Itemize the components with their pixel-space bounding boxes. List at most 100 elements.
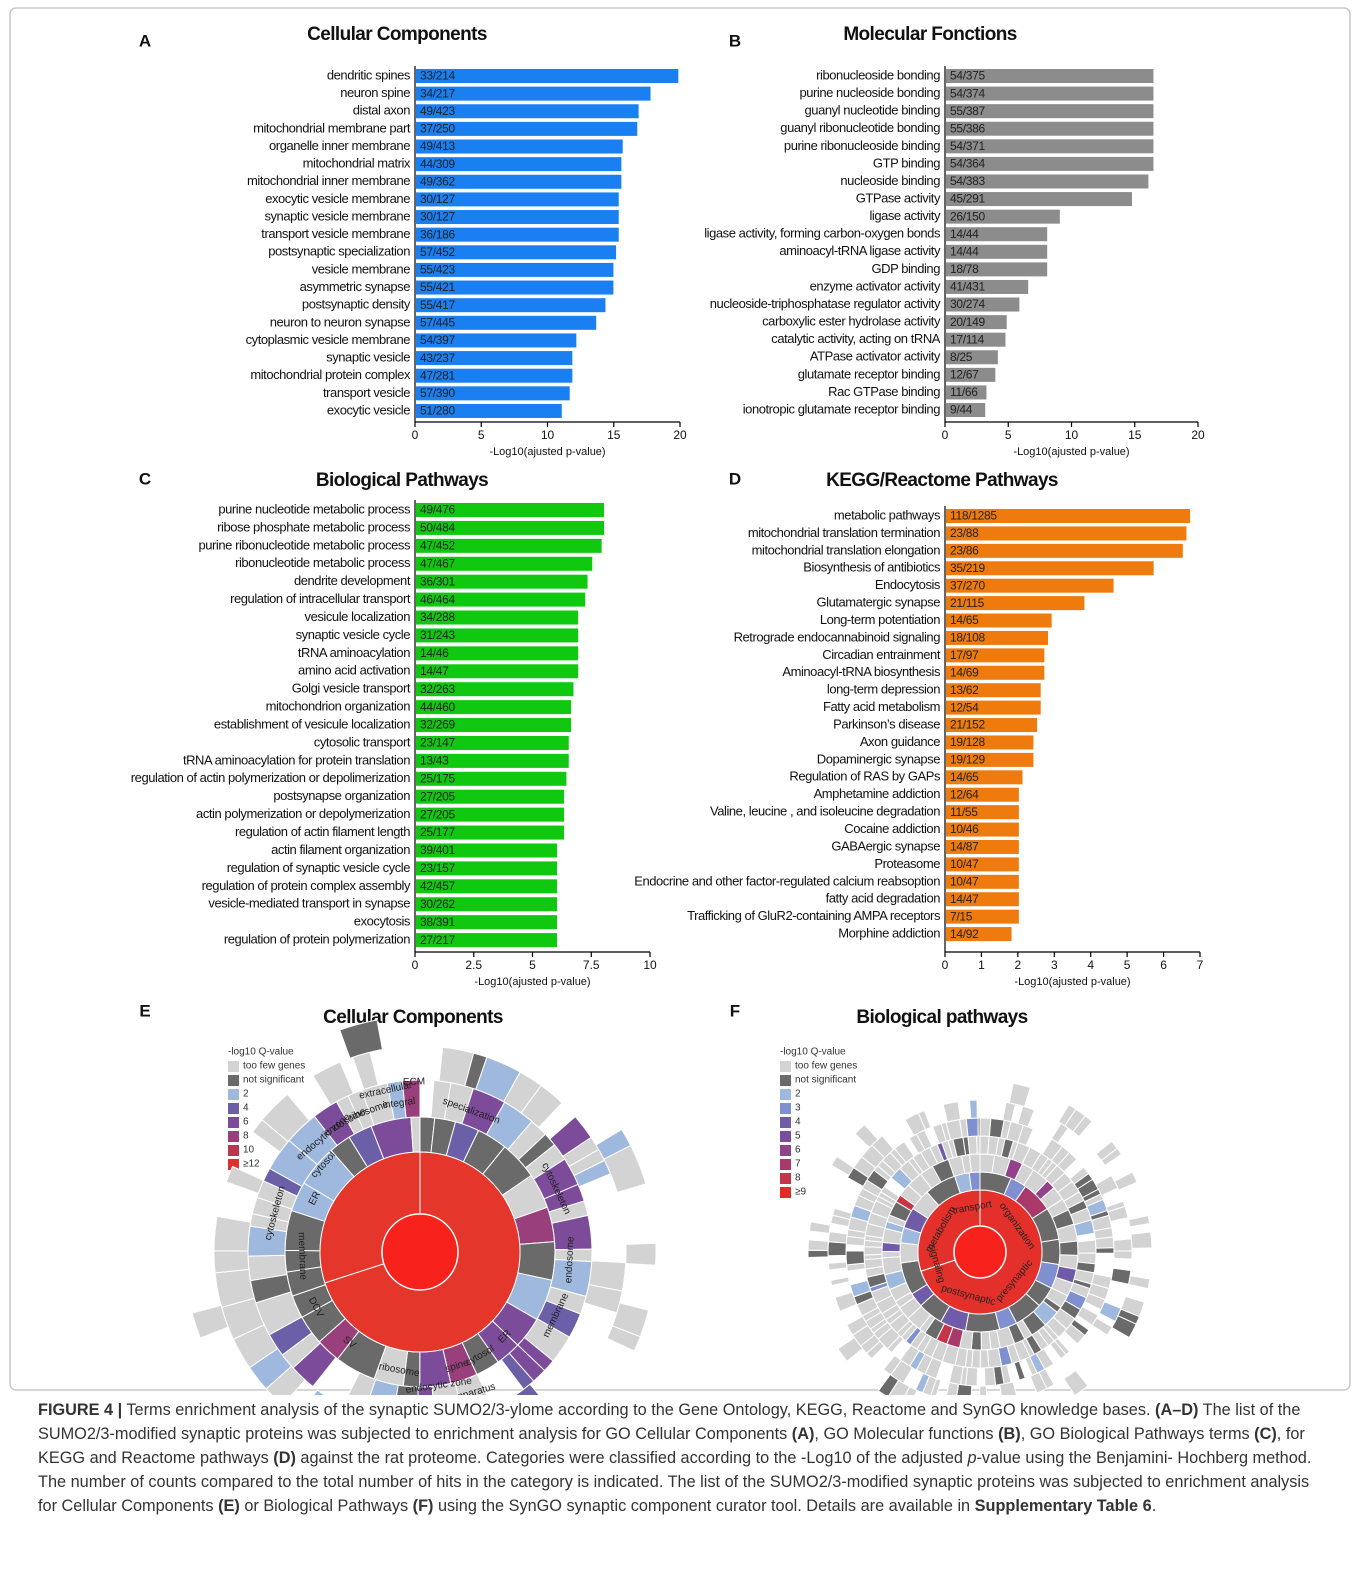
sunburst-segment [1094, 1236, 1115, 1249]
category-label: Proteasome [874, 856, 940, 871]
category-label: distal axon [353, 103, 410, 118]
x-tick-label: 2 [1015, 958, 1022, 972]
sunburst-segment [1113, 1171, 1138, 1191]
count-label: 46/464 [420, 592, 456, 606]
bar [416, 403, 562, 418]
count-label: 13/62 [950, 683, 979, 697]
bar [416, 298, 606, 313]
count-label: 57/445 [420, 315, 456, 329]
sunburst-segment [520, 1084, 563, 1129]
count-label: 19/128 [950, 735, 986, 749]
bar [416, 121, 638, 136]
sunburst-segment [312, 1061, 354, 1106]
sunburst-segment [606, 1325, 641, 1352]
sunburst-segment [1095, 1247, 1115, 1254]
bar [416, 245, 617, 260]
chart-title: Molecular Fonctions [843, 24, 1016, 45]
bar [946, 367, 996, 382]
bar [416, 227, 619, 242]
legend-swatch [780, 1159, 791, 1170]
legend-swatch [228, 1061, 239, 1072]
x-tick-label: 1 [978, 958, 985, 972]
category-label: GTPase activity [856, 190, 941, 205]
x-tick-label: 0 [942, 428, 949, 442]
legend-label: 4 [243, 1103, 249, 1114]
caption: FIGURE 4 | Terms enrichment analysis of … [38, 1398, 1328, 1518]
count-label: 44/309 [420, 157, 456, 171]
sunburst-segment [1091, 1317, 1113, 1336]
sunburst-segment [863, 1246, 883, 1256]
sunburst-segment [1076, 1239, 1097, 1254]
category-label: actin filament organization [271, 842, 410, 857]
bar [416, 825, 565, 840]
category-label: actin polymerization or depolymerization [196, 806, 410, 821]
count-label: 55/423 [420, 263, 456, 277]
bar [416, 538, 602, 553]
category-label: ionotropic glutamate receptor binding [743, 401, 940, 416]
sunburst-segment [1056, 1151, 1078, 1173]
count-label: 54/375 [950, 69, 986, 83]
category-label: mitochondrial membrane part [253, 120, 411, 135]
sunburst-segment [1110, 1267, 1132, 1285]
count-label: 23/147 [420, 736, 456, 750]
caption-text: FIGURE 4 | [38, 1401, 123, 1419]
caption-text: (D) [273, 1449, 296, 1467]
category-label: glutamate receptor binding [798, 366, 940, 381]
bar [416, 368, 573, 383]
count-label: 54/374 [950, 86, 986, 100]
category-label: regulation of protein complex assembly [202, 878, 411, 893]
category-label: GABAergic synapse [831, 838, 940, 853]
bar [416, 933, 557, 948]
count-label: 32/269 [420, 718, 456, 732]
sunburst-segment [603, 1144, 647, 1194]
x-tick-label: 4 [1087, 958, 1094, 972]
sunburst-title: Biological pathways [856, 1007, 1027, 1028]
legend-label: too few genes [243, 1061, 305, 1072]
caption-text: (A) [791, 1425, 815, 1443]
count-label: 47/281 [420, 368, 456, 382]
count-label: 26/150 [950, 209, 986, 223]
category-label: tRNA aminoacylation [298, 645, 410, 660]
category-label: tRNA aminoacylation for protein translat… [183, 752, 410, 767]
sunburst-segment [965, 1117, 979, 1138]
legend-swatch [228, 1159, 239, 1170]
x-tick-label: 0 [942, 958, 949, 972]
x-tick-label: 15 [607, 428, 621, 442]
category-label: synaptic vesicle cycle [296, 627, 411, 642]
category-label: Retrograde endocannabinoid signaling [734, 629, 941, 644]
sunburst-segment [827, 1261, 848, 1271]
bar [416, 771, 567, 786]
bar [416, 556, 593, 571]
chart-title: KEGG/Reactome Pathways [826, 470, 1058, 491]
sunburst-segment [1063, 1323, 1086, 1345]
sunburst-segment [312, 1389, 326, 1395]
count-label: 31/243 [420, 628, 456, 642]
sunburst-segment [968, 1153, 981, 1174]
sunburst-segment [881, 1250, 901, 1259]
legend-label: 2 [795, 1089, 801, 1100]
category-label: mitochondrial translation termination [748, 525, 940, 540]
sunburst-segment [1058, 1240, 1079, 1256]
bar [946, 262, 1048, 277]
count-label: 54/397 [420, 333, 456, 347]
count-label: 55/421 [420, 280, 456, 294]
bar [946, 509, 1191, 523]
sunburst-center [381, 1213, 459, 1291]
legend-swatch [228, 1075, 239, 1086]
category-label: Biosynthesis of antibiotics [803, 560, 941, 575]
count-label: 49/423 [420, 104, 456, 118]
category-label: ribonucleotide metabolic process [235, 555, 411, 570]
bar [946, 805, 1019, 820]
sunburst-segment [877, 1373, 900, 1395]
count-label: 30/127 [420, 192, 456, 206]
count-label: 32/263 [420, 682, 456, 696]
category-label: mitochondrial matrix [303, 156, 411, 171]
count-label: 17/114 [950, 332, 985, 346]
legend-label: 10 [243, 1145, 255, 1156]
category-label: ligase activity, forming carbon-oxygen b… [704, 226, 941, 241]
x-axis-label: -Log10(ajusted p-value) [489, 446, 605, 458]
bar [416, 333, 577, 348]
category-label: GTP binding [873, 155, 940, 170]
caption-text: Terms enrichment analysis of the synapti… [122, 1401, 1156, 1419]
category-label: vesicule localization [305, 609, 411, 624]
